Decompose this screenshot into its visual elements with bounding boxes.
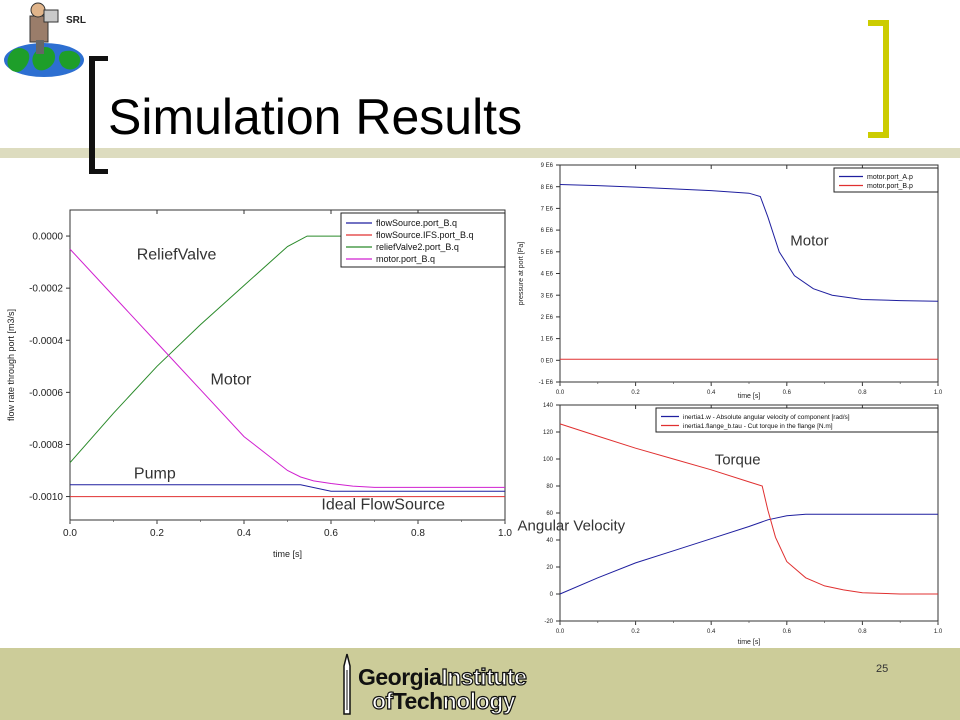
legend-entry: motor.port_A.p: [867, 174, 913, 181]
legend-entry: motor.port_B.q: [376, 254, 435, 264]
legend-entry: reliefValve2.port_B.q: [376, 242, 459, 252]
annotation-label: Ideal FlowSource: [321, 497, 445, 514]
y-tick-label: -1 E6: [539, 380, 554, 386]
y-tick-label: 80: [546, 484, 553, 490]
x-tick-label: 1.0: [934, 390, 943, 396]
y-tick-label: 0.0000: [32, 232, 63, 243]
y-axis-label: flow rate through port [m3/s]: [6, 309, 16, 421]
legend-entry: inertia1.flange_b.tau - Cut torque in th…: [683, 423, 833, 430]
researcher-icon: [29, 2, 59, 54]
srl-logo: [4, 2, 84, 77]
annotation-label: Motor: [790, 232, 828, 249]
x-tick-label: 0.4: [707, 390, 716, 396]
y-tick-label: 140: [543, 403, 554, 409]
x-tick-label: 0.2: [631, 629, 640, 635]
legend-box: [655, 407, 939, 433]
x-axis-label: time [s]: [738, 639, 761, 646]
wordmark-tech: Tech: [392, 688, 443, 714]
slide-number: 25: [876, 663, 889, 675]
annotation-label: ReliefValve: [137, 246, 217, 263]
x-tick-label: 0.6: [783, 390, 792, 396]
y-tick-label: 7 E6: [541, 207, 554, 213]
wordmark-institute: Institute: [441, 663, 528, 690]
plot-area: [559, 404, 939, 622]
series-line-2: [69, 235, 397, 464]
x-tick-label: 0.0: [556, 390, 565, 396]
y-axis-label: pressure at port [Pa]: [518, 242, 525, 305]
x-tick-label: 0.4: [707, 629, 716, 635]
x-tick-label: 0.4: [237, 528, 251, 539]
flow-chart: 0.0 0.2 0.4 0.6 0.8 1.0 0.0000 -0.0002 -0.0004 -0…: [6, 209, 512, 559]
annotation-label: Torque: [715, 451, 761, 468]
annotation-label: Angular Velocity: [518, 518, 626, 535]
speed-torque-chart: 0.0 0.2 0.4 0.6 0.8 1.0 140 120 100 80 60 40 20 0 -20 t…: [518, 403, 943, 646]
plot-area: [559, 164, 939, 383]
page-title: Simulation Results: [108, 89, 523, 145]
series-line-3: [69, 248, 505, 488]
y-tick-label: 40: [546, 538, 553, 544]
annotation-label: Motor: [210, 372, 252, 389]
x-tick-label: 0.2: [631, 390, 640, 396]
header-stripe: [0, 148, 960, 158]
series-line-1: [559, 423, 938, 595]
y-tick-label: 8 E6: [541, 185, 554, 191]
x-tick-label: 0.8: [858, 390, 867, 396]
x-tick-label: 1.0: [498, 528, 512, 539]
logo-label: SRL: [66, 15, 86, 26]
y-tick-label: 120: [543, 430, 554, 436]
tech-tower-icon: [343, 653, 351, 715]
legend-box: [833, 167, 939, 193]
legend-entry: flowSource.port_B.q: [376, 218, 457, 228]
y-tick-label: 3 E6: [541, 293, 554, 299]
x-axis-label: time [s]: [738, 393, 761, 400]
x-tick-label: 0.2: [150, 528, 164, 539]
pressure-chart: 0.0 0.2 0.4 0.6 0.8 1.0 9 E6 8 E6 7 E6 6 E6 5 E6 4 …: [518, 163, 943, 400]
x-tick-label: 1.0: [934, 629, 943, 635]
legend-entry: flowSource.IFS.port_B.q: [376, 230, 474, 240]
y-tick-label: 0: [550, 592, 554, 598]
x-tick-label: 0.8: [858, 629, 867, 635]
y-tick-label: 0 E0: [541, 358, 554, 364]
x-tick-label: 0.0: [556, 629, 565, 635]
y-tick-label: -0.0006: [29, 388, 63, 399]
y-tick-label: 4 E6: [541, 272, 554, 278]
y-tick-label: -0.0004: [29, 336, 63, 347]
x-tick-label: 0.6: [324, 528, 338, 539]
right-bracket: [868, 20, 889, 138]
y-tick-label: 6 E6: [541, 228, 554, 234]
globe-icon: [4, 43, 84, 77]
y-tick-label: 1 E6: [541, 337, 554, 343]
y-tick-label: -0.0002: [29, 284, 63, 295]
legend-entry: motor.port_B.p: [867, 183, 913, 190]
x-tick-label: 0.8: [411, 528, 425, 539]
y-tick-label: -0.0008: [29, 440, 63, 451]
series-line-0: [70, 484, 505, 492]
wordmark-of: of: [371, 687, 393, 714]
y-tick-label: 5 E6: [541, 250, 554, 256]
footer-band: [0, 648, 960, 720]
annotation-label: Pump: [134, 465, 176, 482]
y-tick-label: 100: [543, 457, 554, 463]
series-line-0: [559, 184, 939, 302]
x-tick-label: 0.6: [783, 629, 792, 635]
y-tick-label: -20: [544, 619, 553, 625]
y-tick-label: 20: [546, 565, 553, 571]
legend-box: [340, 212, 506, 268]
series-line-0: [559, 513, 938, 595]
y-tick-label: 2 E6: [541, 315, 554, 321]
y-tick-label: 60: [546, 511, 553, 517]
y-tick-label: 9 E6: [541, 163, 554, 169]
x-tick-label: 0.0: [63, 528, 77, 539]
georgia-tech-wordmark: GeorgiaInstitute ofTechnology: [358, 660, 658, 716]
y-tick-label: -0.0010: [29, 492, 63, 503]
x-axis-label: time [s]: [273, 549, 302, 559]
legend-entry: inertia1.w - Absolute angular velocity o…: [683, 414, 850, 421]
left-bracket: [89, 56, 108, 174]
wordmark-nology: nology: [442, 687, 516, 714]
wordmark-georgia: Georgia: [358, 664, 442, 690]
